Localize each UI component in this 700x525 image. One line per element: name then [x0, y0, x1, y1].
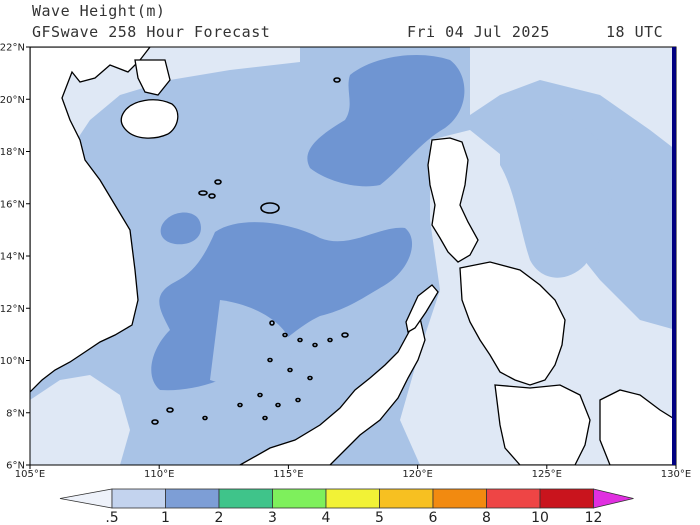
latitude-axis: 22°N 20°N 18°N 16°N 14°N 12°N 10°N 8°N 6°N: [0, 43, 30, 472]
colorbar-swatch: [111, 488, 166, 509]
colorbar-swatch: [272, 488, 327, 509]
map-right-edge: [672, 47, 676, 465]
lat-tick-label: 10°N: [0, 356, 25, 367]
lat-tick-label: 6°N: [6, 461, 25, 472]
chart-title: Wave Height(m): [32, 2, 166, 20]
colorbar-label: 5: [375, 510, 384, 525]
lat-tick-label: 8°N: [6, 408, 25, 419]
lon-tick-label: 120°E: [402, 469, 432, 480]
land-luzon: [427, 137, 479, 263]
land-palawan: [405, 284, 439, 334]
colorbar-label: 3: [268, 510, 277, 525]
colorbar-label: 10: [531, 510, 549, 525]
colorbar: .5 1 2 3 4 5 6 8 10 12: [59, 488, 634, 525]
wave-band-2-3-east: [500, 110, 613, 278]
forecast-hour: 18 UTC: [606, 23, 664, 41]
colorbar-swatch: [218, 488, 273, 509]
wave-band-2-3-small: [160, 212, 201, 245]
lat-tick-label: 12°N: [0, 304, 25, 315]
wave-band-0.5-1-northeast: [470, 47, 676, 150]
land-leizhou: [134, 59, 171, 96]
lat-tick-label: 14°N: [0, 252, 25, 263]
wave-band-2-3-north: [307, 55, 465, 187]
lon-tick-label: 115°E: [273, 469, 303, 480]
land-hainan: [120, 99, 179, 139]
lon-tick-label: 125°E: [532, 469, 562, 480]
lon-tick-label: 110°E: [144, 469, 174, 480]
colorbar-arrow-high: [593, 488, 634, 509]
colorbar-label: 2: [215, 510, 224, 525]
colorbar-swatch: [432, 488, 487, 509]
lon-tick-label: 130°E: [661, 469, 691, 480]
wave-band-0.5-1-southwest: [30, 375, 130, 465]
land-mainland: [30, 47, 151, 393]
colorbar-label: 1: [161, 510, 170, 525]
lat-tick-label: 16°N: [0, 199, 25, 210]
colorbar-swatch: [165, 488, 220, 509]
lat-tick-label: 22°N: [0, 43, 25, 54]
colorbar-swatch: [379, 488, 434, 509]
land-southeast: [599, 389, 676, 465]
colorbar-label: 4: [322, 510, 331, 525]
colorbar-label: 8: [482, 510, 491, 525]
island-group-paracels: [198, 77, 341, 214]
forecast-model-label: GFSwave 258 Hour Forecast: [32, 23, 271, 41]
colorbar-swatch: [486, 488, 541, 509]
colorbar-arrow-low: [59, 488, 113, 509]
colorbar-label: .5: [105, 510, 118, 525]
colorbar-swatch: [539, 488, 594, 509]
island-group-spratlys: [151, 320, 349, 425]
lat-tick-label: 18°N: [0, 147, 25, 158]
wave-band-0.5-1-north: [30, 47, 300, 230]
colorbar-swatch: [325, 488, 380, 509]
colorbar-label: 6: [429, 510, 438, 525]
lat-tick-label: 20°N: [0, 95, 25, 106]
longitude-axis: 105°E 110°E 115°E 120°E 125°E 130°E: [15, 465, 691, 480]
forecast-date: Fri 04 Jul 2025: [407, 23, 550, 41]
lon-tick-label: 105°E: [15, 469, 45, 480]
colorbar-label: 12: [585, 510, 603, 525]
map-area: [30, 47, 676, 465]
land-visayas: [459, 261, 566, 386]
land-mindanao: [494, 384, 591, 465]
